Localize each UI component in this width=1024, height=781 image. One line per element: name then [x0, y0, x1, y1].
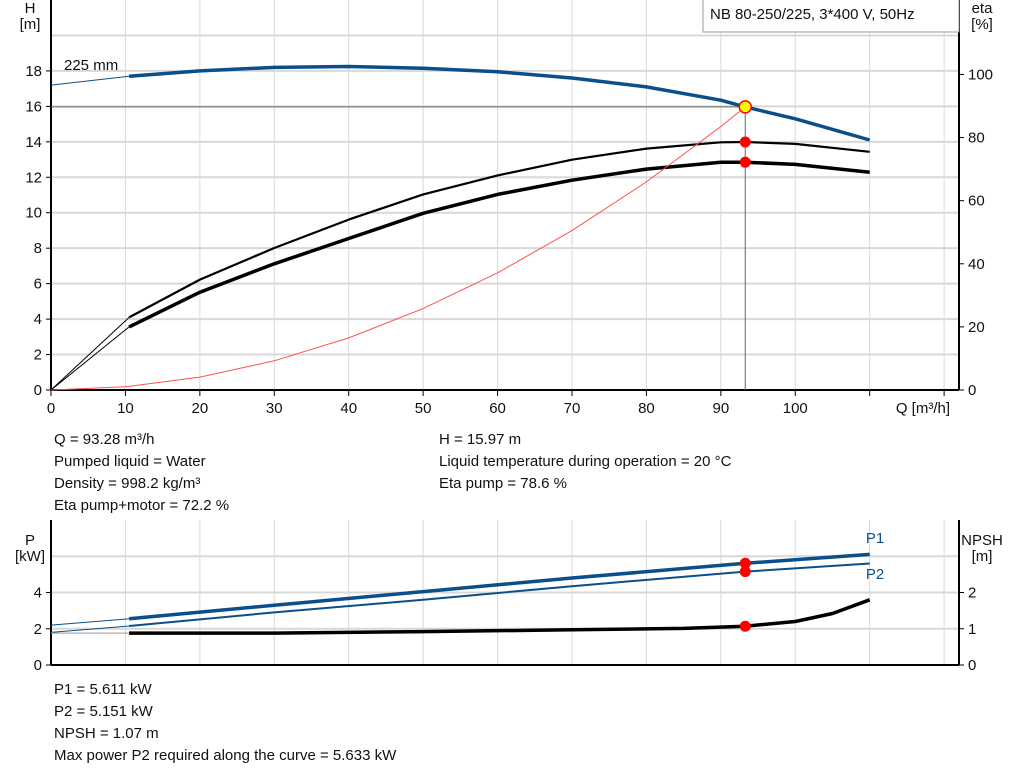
- y-tick-label-left: 14: [25, 134, 42, 151]
- series-P2-extrapolated: [50, 625, 130, 633]
- y-tick-label-right: 40: [968, 256, 985, 273]
- eta-pump-duty-marker: [739, 136, 751, 148]
- info-density: Density = 998.2 kg/m³: [54, 475, 201, 492]
- x-tick-label: 80: [638, 400, 655, 417]
- y-axis-label-left: [m]: [20, 16, 41, 33]
- curve-label: 225 mm: [64, 57, 118, 74]
- y-axis-label-right: eta: [972, 0, 994, 17]
- x-tick-label: 0: [47, 400, 55, 417]
- y-tick-label-left: 4: [34, 585, 42, 602]
- y-axis-label-right: [m]: [972, 548, 993, 565]
- series-eta-pump: [128, 140, 870, 319]
- y-tick-label-right: 60: [968, 193, 985, 210]
- info-h: H = 15.97 m: [439, 431, 522, 448]
- x-tick-label: 90: [712, 400, 729, 417]
- y-tick-label-left: 8: [34, 240, 42, 257]
- series-eta-pump-motor-extrapolated: [50, 326, 130, 391]
- duty-info-left: Q = 93.28 m³/h Pumped liquid = Water Den…: [54, 429, 229, 517]
- series-NPSH: [129, 598, 871, 635]
- series-system-curve: [50, 106, 746, 391]
- y-axis-label-right: NPSH: [961, 532, 1003, 549]
- series-P1-extrapolated: [50, 618, 130, 626]
- y-tick-label-right: 80: [968, 130, 985, 147]
- y-axis-label-left: [kW]: [15, 548, 45, 565]
- y-tick-label-left: 2: [34, 347, 42, 364]
- npsh-duty-marker: [739, 620, 751, 632]
- y-tick-label-left: 12: [25, 169, 42, 186]
- x-tick-label: 40: [340, 400, 357, 417]
- series-eta-pump-motor: [128, 160, 870, 329]
- legend-box: [702, 0, 960, 33]
- info-p1: P1 = 5.611 kW: [54, 681, 152, 698]
- p2-duty-marker: [739, 566, 751, 578]
- info-temperature: Liquid temperature during operation = 20…: [439, 453, 732, 470]
- series-P1: [128, 552, 870, 621]
- chart-title: NB 80-250/225, 3*400 V, 50Hz: [710, 6, 915, 23]
- y-tick-label-left: 10: [25, 205, 42, 222]
- y-axis-label-left: P: [25, 532, 35, 549]
- y-axis-label-left: H: [25, 0, 36, 17]
- series-P2: [129, 562, 870, 627]
- info-eta-pump: Eta pump = 78.6 %: [439, 475, 567, 492]
- duty-info-right: H = 15.97 m Liquid temperature during op…: [439, 429, 731, 495]
- p1-duty-marker: [739, 557, 751, 569]
- x-tick-label: 50: [415, 400, 432, 417]
- info-npsh: NPSH = 1.07 m: [54, 725, 159, 742]
- y-tick-label-left: 18: [25, 63, 42, 80]
- info-q: Q = 93.28 m³/h: [54, 431, 155, 448]
- y-tick-label-right: 0: [968, 382, 976, 399]
- y-axis-label-right: [%]: [971, 16, 993, 33]
- y-tick-label-right: 100: [968, 66, 993, 83]
- x-tick-label: 10: [117, 400, 134, 417]
- series-eta-pump-extrapolated: [50, 317, 130, 391]
- power-info: P1 = 5.611 kW P2 = 5.151 kW NPSH = 1.07 …: [54, 679, 396, 767]
- y-tick-label-right: 0: [968, 657, 976, 674]
- info-eta-pump-motor: Eta pump+motor = 72.2 %: [54, 497, 230, 514]
- info-max-power: Max power P2 required along the curve = …: [54, 747, 397, 764]
- y-tick-label-left: 16: [25, 98, 42, 115]
- series-label-p2: P2: [866, 566, 884, 583]
- info-p2: P2 = 5.151 kW: [54, 703, 153, 720]
- x-tick-label: 70: [564, 400, 581, 417]
- eta-pump-motor-duty-marker: [739, 156, 751, 168]
- series-head-extrapolated: [50, 75, 130, 86]
- x-axis-label: Q [m³/h]: [896, 400, 950, 417]
- y-tick-label-left: 6: [34, 276, 42, 293]
- y-tick-label-left: 0: [34, 657, 42, 674]
- x-tick-label: 20: [192, 400, 209, 417]
- series-head: [128, 64, 871, 142]
- y-tick-label-right: 1: [968, 621, 976, 638]
- series-label-p1: P1: [866, 530, 884, 547]
- info-liquid: Pumped liquid = Water: [54, 453, 206, 470]
- y-tick-label-right: 20: [968, 319, 985, 336]
- x-tick-label: 100: [783, 400, 808, 417]
- x-tick-label: 30: [266, 400, 283, 417]
- x-tick-label: 60: [489, 400, 506, 417]
- y-tick-label-left: 2: [34, 621, 42, 638]
- y-tick-label-right: 2: [968, 585, 976, 602]
- duty-point-marker: [738, 100, 752, 114]
- y-tick-label-left: 4: [34, 311, 42, 328]
- y-tick-label-left: 0: [34, 382, 42, 399]
